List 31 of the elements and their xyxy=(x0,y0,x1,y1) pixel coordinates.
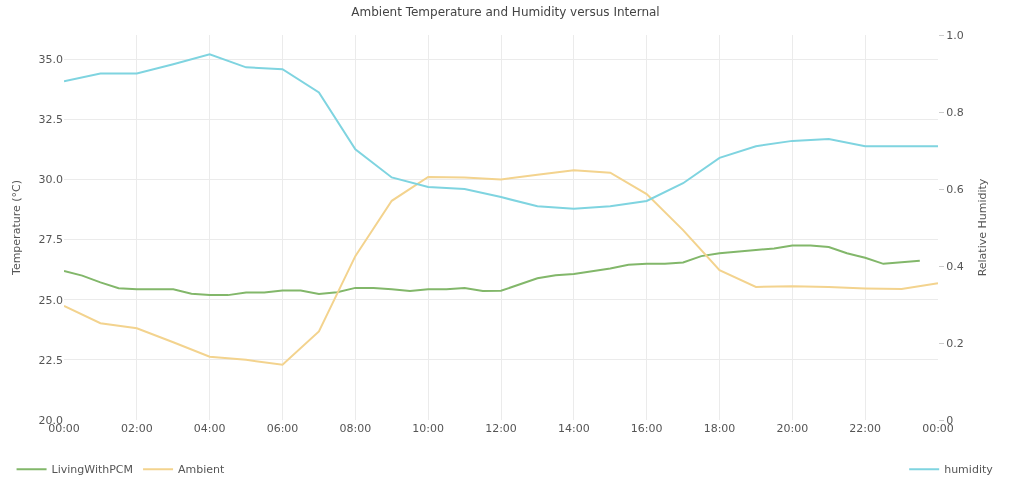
y-tick-label: 35.0 xyxy=(38,52,63,66)
x-tick-label: 16:00 xyxy=(630,422,663,435)
y2-axis-title: Relative Humidity xyxy=(975,178,989,277)
x-tick-label: 06:00 xyxy=(266,422,299,435)
x-tick-label: 04:00 xyxy=(193,422,226,435)
chart-title: Ambient Temperature and Humidity versus Internal xyxy=(351,4,660,19)
y-tick-label: 22.5 xyxy=(38,353,63,367)
y2-tick-label: 0.4 xyxy=(946,259,964,273)
line-series xyxy=(64,169,938,366)
y-axis-title: Temperature (°C) xyxy=(10,180,24,276)
y-tick-label: 25.0 xyxy=(38,293,63,307)
x-tick-label: 08:00 xyxy=(339,422,372,435)
line-series xyxy=(64,53,938,210)
y2-tick-label: 0.6 xyxy=(946,182,964,196)
y2-tick-label: 0.2 xyxy=(946,336,964,350)
x-tick-label: 10:00 xyxy=(412,422,445,435)
x-tick-label: 12:00 xyxy=(485,422,517,435)
y-tick-label: 32.5 xyxy=(38,113,63,127)
x-tick-label: 14:00 xyxy=(557,422,590,435)
y-tick-label: 27.5 xyxy=(38,233,63,247)
x-tick-label: 18:00 xyxy=(703,422,736,435)
x-tick-label: 02:00 xyxy=(120,422,153,435)
y2-tick-label: 1.0 xyxy=(946,28,964,42)
x-tick-label: 20:00 xyxy=(776,422,809,435)
y-tick-label: 30.0 xyxy=(38,173,63,187)
line-series xyxy=(64,244,921,297)
x-tick-label: 22:00 xyxy=(849,422,882,435)
legend-label: humidity xyxy=(944,463,994,477)
legend-label: LivingWithPCM xyxy=(51,463,134,477)
legend-label: Ambient xyxy=(178,463,226,477)
y2-tick-label: 0.8 xyxy=(946,105,964,119)
